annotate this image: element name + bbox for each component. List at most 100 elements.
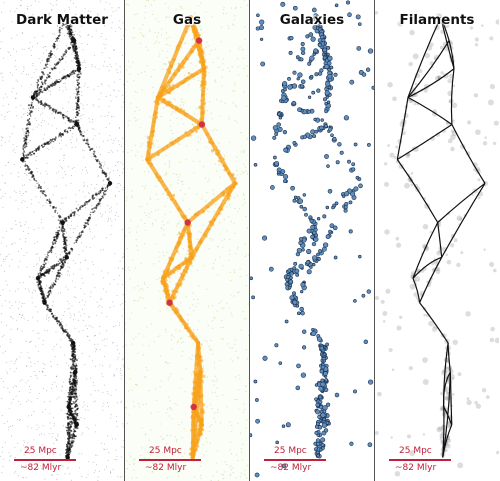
dark-matter-particle <box>46 306 49 308</box>
dark-matter-particle <box>54 82 56 84</box>
dark-matter-particle <box>106 338 108 340</box>
dark-matter-particle <box>43 145 45 147</box>
dark-matter-particle <box>118 175 120 177</box>
dark-matter-halo <box>63 15 68 20</box>
dark-matter-particle <box>113 305 115 307</box>
dark-matter-particle <box>49 401 51 402</box>
gas-particle <box>214 128 216 130</box>
dark-matter-particle <box>73 117 75 119</box>
gas-particle <box>221 473 223 475</box>
dark-matter-particle <box>100 298 102 300</box>
dark-matter-particle <box>31 414 33 416</box>
dark-matter-particle <box>88 216 91 220</box>
dark-matter-particle <box>116 459 118 461</box>
gas-particle <box>199 25 201 27</box>
gas-particle <box>179 161 181 163</box>
dark-matter-particle <box>92 20 93 22</box>
dark-matter-particle <box>72 360 74 363</box>
dark-matter-particle <box>37 42 38 44</box>
dark-matter-particle <box>70 0 72 2</box>
dark-matter-particle <box>19 301 21 303</box>
gas-particle <box>125 344 127 346</box>
dark-matter-particle <box>110 394 112 396</box>
gas-particle <box>144 283 146 286</box>
dark-matter-particle <box>14 152 16 153</box>
gas-particle <box>175 225 177 227</box>
dark-matter-particle <box>48 148 50 150</box>
dark-matter-particle <box>80 288 82 289</box>
dark-matter-particle <box>120 401 122 403</box>
gas-particle <box>208 430 211 433</box>
dark-matter-particle <box>70 372 72 374</box>
dark-matter-particle <box>110 417 112 419</box>
gas-particle <box>181 378 183 380</box>
dark-matter-particle <box>95 30 97 32</box>
gas-particle <box>133 287 135 289</box>
gas-particle <box>173 69 175 71</box>
dark-matter-particle <box>116 162 118 164</box>
dark-matter-particle <box>55 331 57 333</box>
dark-matter-particle <box>64 23 67 26</box>
dark-matter-particle <box>74 388 77 391</box>
dark-matter-particle <box>33 229 35 230</box>
dark-matter-particle <box>87 34 89 35</box>
dark-matter-particle <box>103 25 105 27</box>
dark-matter-particle <box>116 359 118 361</box>
dark-matter-particle <box>117 349 119 350</box>
gas-particle <box>199 86 201 88</box>
gas-particle <box>233 24 235 26</box>
dark-matter-particle <box>35 264 37 266</box>
dark-matter-particle <box>90 183 92 185</box>
dark-matter-particle <box>74 327 76 329</box>
dark-matter-particle <box>83 185 85 187</box>
gas-particle <box>155 193 157 195</box>
dark-matter-particle <box>58 262 61 265</box>
dark-matter-particle <box>15 395 17 397</box>
gas-particle <box>131 389 133 391</box>
gas-particle <box>243 68 245 70</box>
dark-matter-particle <box>15 106 17 108</box>
gas-particle <box>188 28 191 30</box>
gas-particle <box>217 409 219 411</box>
dark-matter-particle <box>57 229 59 232</box>
dark-matter-particle <box>54 246 56 248</box>
dark-matter-particle <box>99 364 101 366</box>
dark-matter-particle <box>112 301 114 303</box>
dark-matter-particle <box>26 365 28 367</box>
dark-matter-particle <box>80 72 82 75</box>
gas-particle <box>215 380 217 382</box>
dark-matter-particle <box>46 88 49 90</box>
gas-particle <box>240 472 242 474</box>
dark-matter-particle <box>34 18 36 20</box>
dark-matter-particle <box>64 82 66 84</box>
dark-matter-particle <box>70 315 72 317</box>
dark-matter-particle <box>75 88 78 91</box>
dark-matter-particle <box>74 228 76 229</box>
dark-matter-particle <box>24 173 26 174</box>
gas-particle <box>181 355 183 357</box>
dark-matter-particle <box>76 225 78 227</box>
gas-particle <box>180 180 182 183</box>
gas-particle <box>233 271 236 273</box>
dark-matter-particle <box>77 79 80 81</box>
dark-matter-particle <box>42 47 44 49</box>
dark-matter-particle <box>73 405 76 408</box>
dark-matter-particle <box>71 126 74 129</box>
dark-matter-particle <box>33 15 35 17</box>
dark-matter-particle <box>16 358 18 360</box>
dark-matter-particle <box>6 111 8 113</box>
dark-matter-particle <box>103 61 105 63</box>
dark-matter-particle <box>71 371 73 373</box>
dark-matter-particle <box>36 95 38 98</box>
gas-particle <box>164 163 166 165</box>
dark-matter-particle <box>67 274 68 276</box>
dark-matter-particle <box>92 105 94 107</box>
gas-particle <box>169 164 171 166</box>
gas-particle <box>179 6 181 8</box>
dark-matter-particle <box>19 222 21 223</box>
dark-matter-particle <box>43 264 46 266</box>
dark-matter-particle <box>8 111 10 113</box>
dark-matter-halo <box>107 181 113 186</box>
dark-matter-particle <box>82 250 84 252</box>
gas-particle <box>137 73 139 75</box>
